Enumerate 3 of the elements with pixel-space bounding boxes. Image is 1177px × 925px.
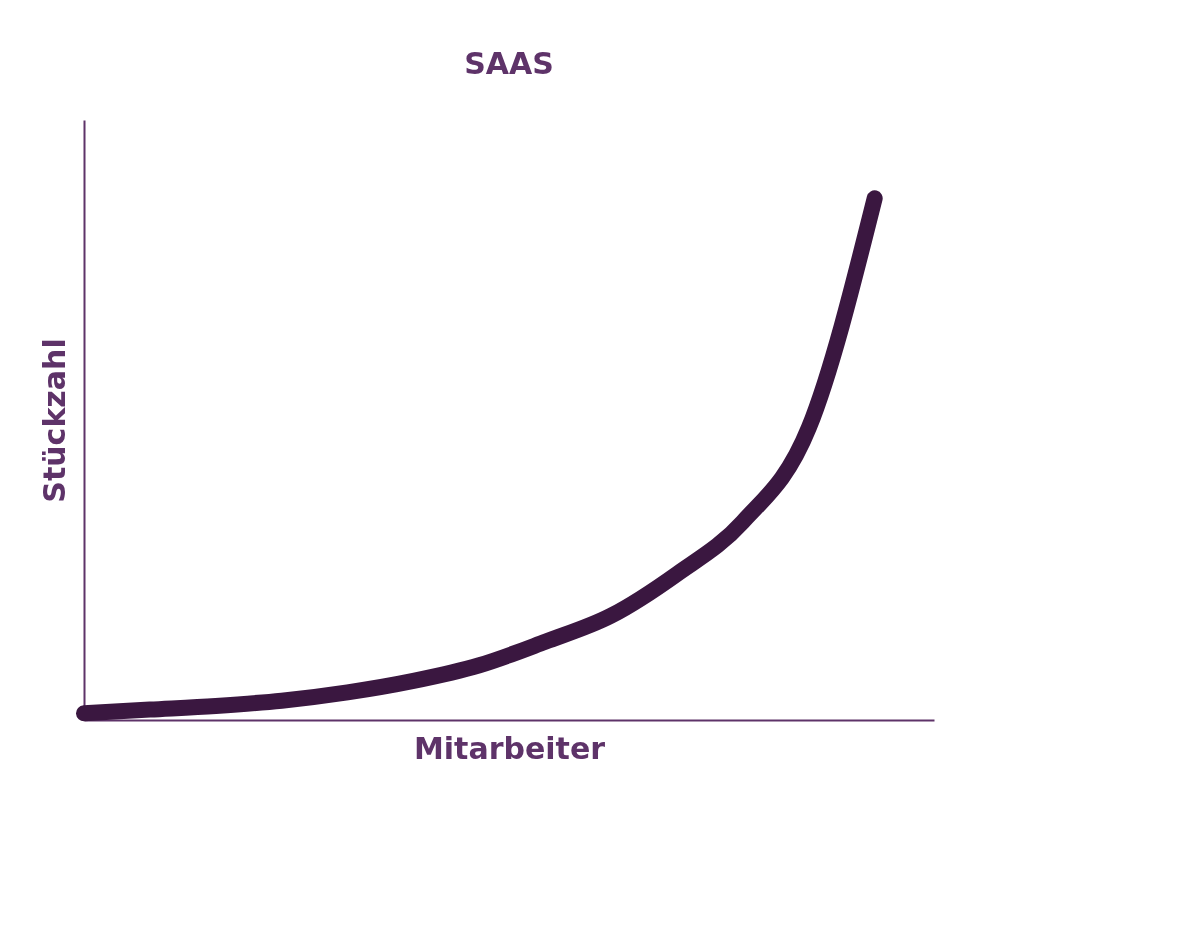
x-axis-title: Mitarbeiter <box>413 730 606 766</box>
chart-title: SAAS <box>464 46 554 81</box>
y-axis-title: Stückzahl <box>36 338 72 503</box>
